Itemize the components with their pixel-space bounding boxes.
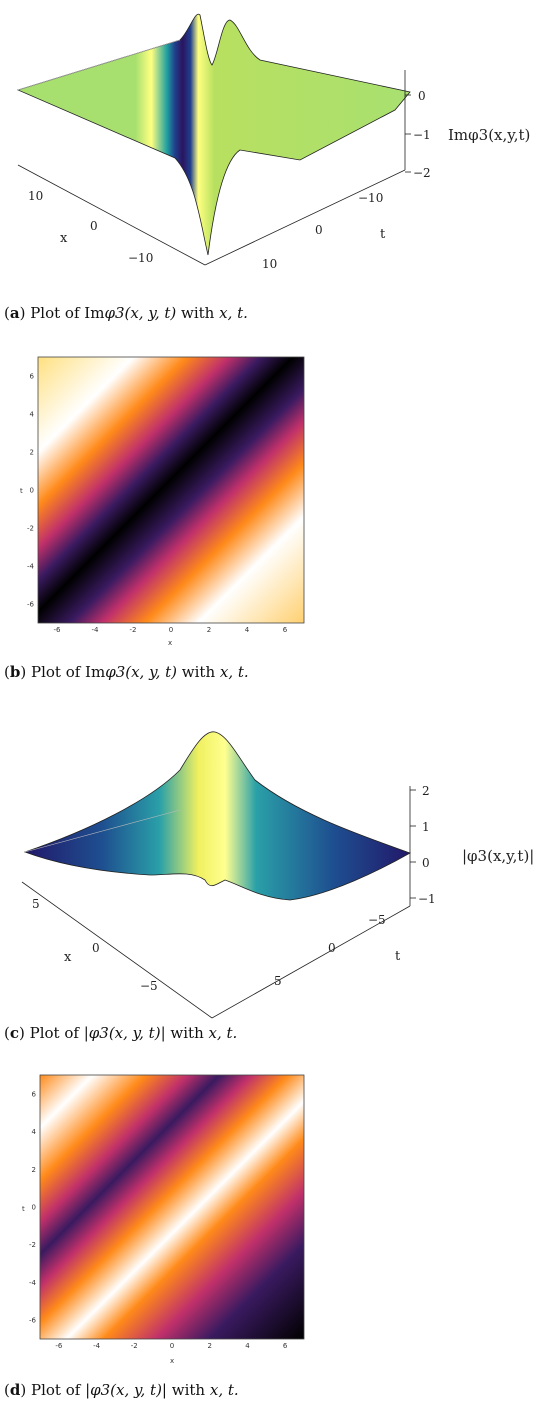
b-ytick: -6 [27,601,35,609]
chart-b-heatmap: 6 4 2 0 -2 -4 -6 -6 -4 -2 0 2 4 6 t x [20,356,305,647]
d-ylabel: t [22,1205,25,1213]
b-xtick: 4 [245,626,250,634]
c-ttick-2: 5 [274,974,282,988]
b-xtick: -6 [54,626,62,634]
surface-c [23,731,411,901]
a-ttick-0: −10 [358,191,383,205]
d-ytick: -4 [29,1279,37,1287]
b-ytick: 2 [30,449,34,457]
a-xlabel: x [60,231,68,246]
c-xtick-1: 0 [92,941,100,955]
c-xtick-2: −5 [140,979,158,993]
panel-a: 0 −1 −2 Imφ3(x,y,t) 10 0 −10 x −10 0 10 … [0,0,550,330]
a-ztick-2: −2 [413,166,431,180]
b-ytick: -2 [27,525,34,533]
chart-a-surface: 0 −1 −2 Imφ3(x,y,t) 10 0 −10 x −10 0 10 … [16,13,530,271]
heatmap-d [39,1074,305,1340]
b-ylabel: t [20,487,23,495]
caption-c: (c) Plot of |φ3(x, y, t)| with x, t. [4,1024,238,1042]
a-xtick-0: 10 [28,189,43,203]
b-ytick: 4 [30,411,35,419]
b-xtick: 2 [207,626,211,634]
a-ttick-1: 0 [315,223,323,237]
d-xtick: 2 [207,1342,211,1350]
d-ytick: 6 [32,1090,37,1098]
d-xtick: 0 [170,1342,174,1350]
c-ttick-0: −5 [368,913,386,927]
c-ttick-1: 0 [328,941,336,955]
caption-b: (b) Plot of Imφ3(x, y, t) with x, t. [4,663,249,681]
c-zlabel: |φ3(x,y,t)| [462,847,534,865]
d-ytick: 4 [32,1128,37,1136]
d-xtick: 6 [283,1342,288,1350]
d-xlabel: x [170,1357,174,1365]
c-ztick-2: 0 [422,856,430,870]
d-xtick: 4 [245,1342,250,1350]
a-tlabel: t [380,227,386,242]
d-ytick: 2 [32,1166,36,1174]
c-ztick-1: 1 [422,820,430,834]
a-xtick-2: −10 [128,251,153,265]
caption-d: (d) Plot of |φ3(x, y, t)| with x, t. [4,1381,239,1399]
a-ztick-0: 0 [418,89,426,103]
b-ytick: 6 [30,373,35,381]
d-xtick: -2 [131,1342,138,1350]
caption-a: (a) Plot of Imφ3(x, y, t) with x, t. [4,304,248,322]
panel-d: 6 4 2 0 -2 -4 -6 -6 -4 -2 0 2 4 6 t x (d) Plot of |φ… [0,1063,550,1413]
b-xtick: 6 [283,626,288,634]
b-xtick: -2 [130,626,137,634]
heatmap-b [37,356,305,624]
d-ytick: -2 [29,1241,36,1249]
b-xlabel: x [168,639,172,647]
a-ztick-1: −1 [413,128,431,142]
b-xtick: -4 [92,626,100,634]
c-tlabel: t [395,949,401,964]
c-xtick-0: 5 [32,897,40,911]
surface-a [16,13,411,256]
d-xtick: -4 [93,1342,101,1350]
b-ytick: 0 [30,487,34,495]
a-ttick-2: 10 [262,257,277,271]
a-zlabel: Imφ3(x,y,t) [448,126,530,144]
c-xlabel: x [64,950,72,965]
c-ztick-0: 2 [422,784,430,798]
chart-d-heatmap: 6 4 2 0 -2 -4 -6 -6 -4 -2 0 2 4 6 t x [22,1074,305,1365]
b-xtick: 0 [169,626,173,634]
panel-b: 6 4 2 0 -2 -4 -6 -6 -4 -2 0 2 4 6 t x (b) Plot of Im… [0,345,550,695]
d-xtick: -6 [55,1342,63,1350]
b-ytick: -4 [27,563,35,571]
panel-c: 2 1 0 −1 |φ3(x,y,t)| 5 0 −5 x −5 0 5 t (… [0,720,550,1050]
d-ytick: 0 [32,1204,36,1212]
c-ztick-3: −1 [418,892,436,906]
chart-c-surface: 2 1 0 −1 |φ3(x,y,t)| 5 0 −5 x −5 0 5 t [21,731,534,1019]
d-ytick: -6 [29,1317,37,1325]
a-xtick-1: 0 [90,219,98,233]
